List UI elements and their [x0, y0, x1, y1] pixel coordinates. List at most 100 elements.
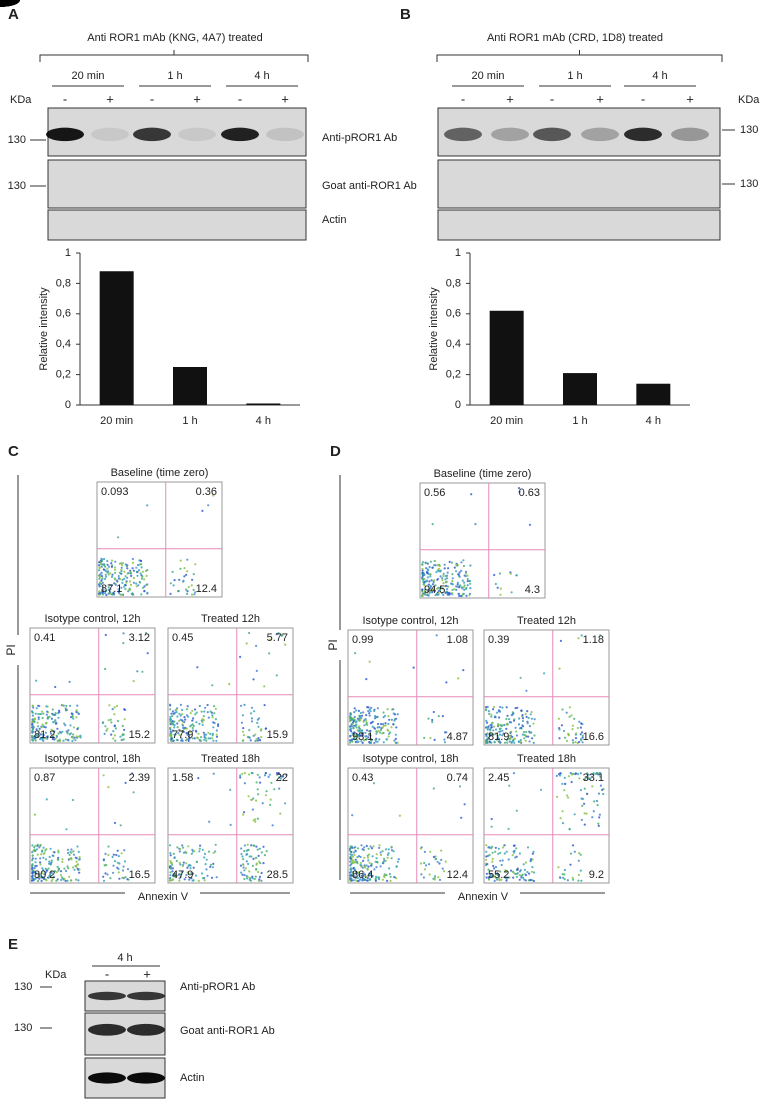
event-dot	[429, 587, 432, 590]
x-tick-label: 1 h	[572, 415, 587, 427]
event-dot	[75, 860, 78, 863]
event-dot	[172, 852, 175, 856]
quadrant-value: 28.5	[267, 869, 288, 881]
event-dot	[107, 845, 110, 848]
event-dot	[181, 844, 184, 847]
event-dot	[352, 851, 356, 854]
event-dot	[256, 721, 259, 725]
event-dot	[111, 573, 114, 576]
event-dot	[369, 739, 373, 742]
event-dot	[70, 715, 74, 718]
event-dot	[31, 736, 34, 739]
event-dot	[42, 856, 45, 859]
event-dot	[104, 575, 108, 578]
event-dot	[468, 594, 471, 597]
event-dot	[532, 879, 536, 883]
event-dot	[208, 820, 211, 823]
event-dot	[170, 739, 173, 743]
event-dot	[514, 726, 517, 729]
event-dot	[487, 725, 490, 728]
event-dot	[427, 863, 431, 866]
event-dot	[120, 566, 123, 569]
event-dot	[76, 736, 79, 739]
quadrant-value: 4.3	[525, 584, 540, 596]
event-dot	[214, 843, 217, 846]
event-dot	[248, 870, 251, 873]
event-dot	[442, 593, 445, 597]
event-dot	[98, 592, 101, 595]
marker-label: 130	[14, 981, 32, 993]
event-dot	[132, 576, 135, 580]
event-dot	[138, 580, 141, 584]
event-dot	[463, 581, 466, 584]
event-dot	[210, 876, 214, 879]
event-dot	[363, 724, 366, 727]
quadrant-value: 1.58	[172, 772, 193, 784]
event-dot	[429, 560, 432, 563]
event-dot	[45, 713, 48, 716]
event-dot	[558, 737, 561, 740]
event-dot	[352, 871, 355, 875]
event-dot	[580, 818, 584, 822]
event-dot	[445, 584, 448, 588]
event-dot	[432, 710, 435, 714]
event-dot	[395, 741, 398, 745]
event-dot	[420, 873, 423, 876]
event-dot	[169, 715, 172, 719]
event-dot	[497, 876, 500, 879]
event-dot	[146, 591, 149, 595]
event-dot	[463, 803, 466, 806]
event-dot	[104, 592, 107, 595]
event-dot	[112, 853, 115, 856]
event-dot	[508, 876, 511, 879]
event-dot	[522, 863, 525, 866]
event-dot	[192, 717, 195, 720]
event-dot	[41, 716, 44, 720]
event-dot	[442, 582, 445, 585]
event-dot	[433, 875, 437, 878]
event-dot	[183, 726, 186, 729]
event-dot	[187, 845, 190, 848]
event-dot	[522, 730, 526, 734]
event-dot	[382, 861, 385, 864]
event-dot	[171, 570, 174, 574]
event-dot	[365, 678, 368, 681]
event-dot	[114, 727, 117, 730]
event-dot	[201, 848, 204, 851]
event-dot	[117, 536, 120, 539]
event-dot	[193, 737, 196, 740]
event-dot	[263, 774, 267, 777]
event-dot	[117, 588, 120, 591]
event-dot	[431, 566, 434, 569]
event-dot	[45, 721, 48, 725]
event-dot	[36, 844, 39, 847]
event-dot	[382, 741, 385, 744]
event-dot	[37, 718, 40, 721]
quadrant-value: 12.4	[447, 869, 468, 881]
event-dot	[176, 846, 179, 849]
event-dot	[530, 870, 534, 873]
event-dot	[56, 727, 59, 730]
event-dot	[350, 725, 353, 728]
event-dot	[250, 712, 253, 715]
event-dot	[433, 559, 436, 563]
event-dot	[102, 875, 105, 878]
event-dot	[529, 860, 532, 863]
event-dot	[555, 774, 558, 778]
event-dot	[348, 847, 352, 850]
event-dot	[596, 804, 599, 807]
event-dot	[512, 772, 516, 775]
event-dot	[38, 846, 41, 849]
event-dot	[43, 852, 46, 855]
event-dot	[185, 862, 188, 865]
event-dot	[169, 728, 172, 731]
event-dot	[559, 772, 562, 775]
event-dot	[505, 879, 508, 882]
plot-title: Baseline (time zero)	[434, 468, 532, 480]
event-dot	[252, 734, 255, 737]
event-dot	[521, 724, 524, 727]
event-dot	[458, 571, 461, 574]
event-dot	[131, 561, 135, 565]
y-tick-label: 0,4	[56, 338, 71, 350]
event-dot	[188, 737, 191, 740]
